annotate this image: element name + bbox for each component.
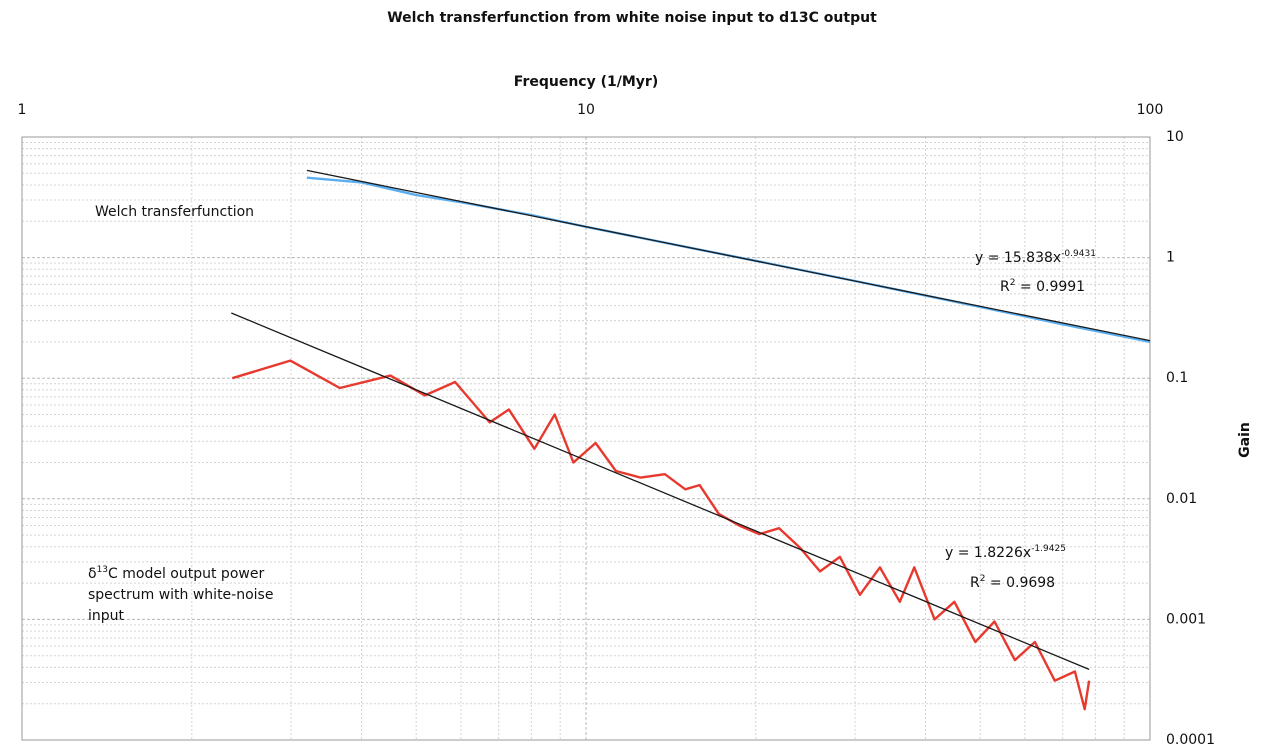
annotation: y = 15.838x-0.9431 [975,249,1096,267]
annotation: input [88,608,125,624]
annotation-text: y = 1.8226x [945,545,1031,561]
series-line [231,359,1091,711]
annotation-text: = 0.9698 [985,575,1055,591]
annotation: R2 = 0.9991 [1000,278,1085,296]
series-line [306,169,1151,342]
y-tick-label: 0.001 [1166,611,1206,627]
annotation: Welch transferfunction [95,204,254,220]
annotation-text: δ [88,566,97,582]
y-tick-label: 0.01 [1166,491,1197,507]
annotation-text: R [970,575,980,591]
plot-frame [21,136,1151,741]
x-tick-label: 1 [18,102,27,118]
y-tick-label: 0.0001 [1166,732,1215,748]
annotation-text: spectrum with white-noise [88,587,273,603]
chart-title: Welch transferfunction from white noise … [387,10,877,26]
annotation-text: -1.9425 [1031,544,1066,554]
annotation-text: R [1000,279,1010,295]
annotation: R2 = 0.9698 [970,574,1055,592]
annotation: y = 1.8226x-1.9425 [945,544,1066,562]
x-tick-label: 100 [1137,102,1164,118]
y-tick-label: 0.1 [1166,370,1188,386]
x-tick-label: 10 [577,102,595,118]
x-axis-label: Frequency (1/Myr) [514,74,658,90]
annotation-text: y = 15.838x [975,250,1061,266]
annotation-text: 2 [980,574,986,584]
annotation-text: 13 [97,565,108,575]
annotation-text: = 0.9991 [1015,279,1085,295]
y-axis-label: Gain [1237,422,1253,458]
annotation: δ13C model output power [88,565,264,583]
series-line [231,312,1090,671]
annotation-text: Welch transferfunction [95,204,254,220]
y-tick-label: 1 [1166,250,1175,266]
annotation-text: input [88,608,125,624]
annotation-text: -0.9431 [1061,249,1096,259]
annotation-text: 2 [1010,278,1016,288]
annotation-text: C model output power [108,566,264,582]
annotation: spectrum with white-noise [88,587,273,603]
y-tick-label: 10 [1166,129,1184,145]
